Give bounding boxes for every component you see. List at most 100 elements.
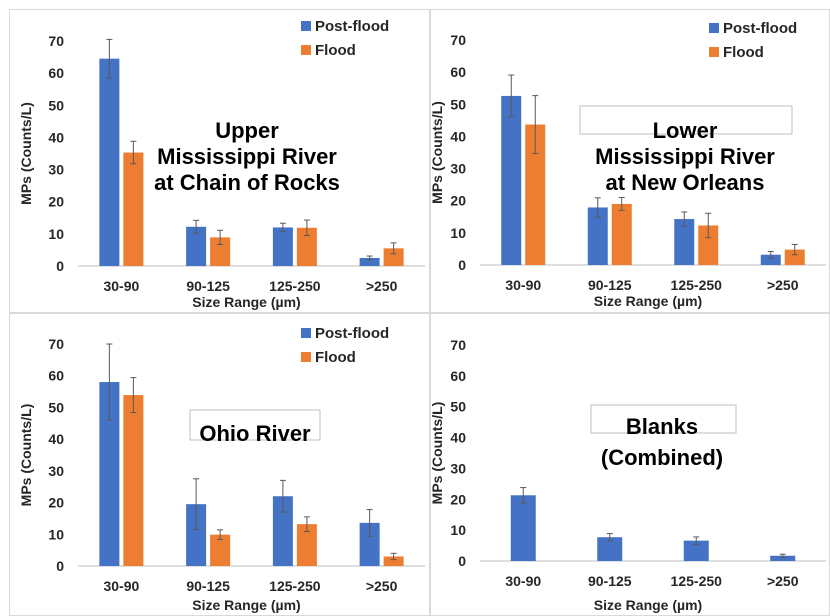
y-tick-label: 50 (48, 97, 64, 113)
bar-flood (383, 248, 404, 266)
chart-title-line: Upper (215, 118, 279, 143)
legend-swatch (301, 352, 311, 362)
x-tick-label: 90-125 (588, 277, 632, 293)
bar-flood (611, 203, 632, 265)
bar-post-flood (99, 58, 120, 266)
y-tick-label: 30 (48, 463, 64, 479)
y-tick-label: 20 (450, 193, 466, 209)
chart-title-line: Ohio River (199, 421, 311, 446)
bar-flood (784, 249, 805, 265)
chart-title-line: Blanks (626, 414, 698, 439)
bar-post-flood (186, 226, 207, 266)
y-tick-label: 20 (48, 495, 64, 511)
bar-flood (123, 152, 144, 266)
y-tick-label: 70 (48, 33, 64, 49)
legend-swatch (301, 45, 311, 55)
x-tick-label: >250 (767, 277, 799, 293)
y-tick-label: 50 (450, 96, 466, 112)
title-box (590, 404, 737, 434)
legend-label: Post-flood (723, 20, 797, 37)
x-tick-label: 30-90 (505, 277, 541, 293)
y-tick-label: 40 (450, 430, 466, 446)
legend-label: Post-flood (315, 325, 389, 342)
y-tick-label: 30 (450, 161, 466, 177)
x-tick-label: 30-90 (103, 278, 139, 294)
y-tick-label: 10 (450, 522, 466, 538)
y-axis-title: MPs (Counts/L) (429, 402, 445, 505)
bar-post-flood (359, 257, 380, 266)
bar-post-flood (587, 207, 608, 265)
legend-swatch (709, 47, 719, 57)
y-tick-label: 70 (48, 336, 64, 352)
title-box (189, 409, 321, 441)
title-box (579, 105, 793, 135)
y-tick-label: 40 (48, 431, 64, 447)
y-tick-label: 30 (48, 162, 64, 178)
bar-post-flood (510, 495, 536, 561)
x-axis-title: Size Range (µm) (192, 294, 300, 310)
chart-title-line: at New Orleans (606, 170, 765, 195)
bar-flood (525, 124, 546, 266)
chart-svg-blanks: 0 10 20 30 40 50 60 70 30-90 90-125 125-250 >250 Siz… (429, 337, 826, 613)
bar-flood (698, 225, 719, 265)
chart-title-line: at Chain of Rocks (154, 170, 340, 195)
bar-post-flood (272, 496, 293, 566)
y-tick-label: 30 (450, 460, 466, 476)
legend-label: Flood (723, 44, 764, 61)
bar-post-flood (359, 522, 380, 566)
y-tick-label: 20 (48, 194, 64, 210)
legend-label: Flood (315, 349, 356, 366)
x-tick-label: >250 (366, 278, 398, 294)
y-tick-label: 60 (48, 65, 64, 81)
y-tick-label: 60 (450, 64, 466, 80)
bar-post-flood (770, 555, 796, 561)
chart-panel-upper-mississippi: 0 10 20 30 40 50 60 70 30-90 90-125 125-250 >250 Siz… (9, 9, 430, 313)
bar-post-flood (272, 227, 293, 266)
chart-svg-lower-mississippi: 0 10 20 30 40 50 60 70 30-90 90-125 125-250 >250 Siz… (429, 20, 826, 309)
chart-svg-ohio-river: 0 10 20 30 40 50 60 70 30-90 90-125 125-250 >250 Siz… (18, 325, 425, 613)
chart-title-line: Mississippi River (157, 144, 337, 169)
y-tick-label: 10 (48, 226, 64, 242)
x-tick-label: 125-250 (269, 278, 321, 294)
bar-post-flood (674, 219, 695, 265)
bar-flood (383, 556, 404, 566)
chart-title-line: Lower (653, 118, 718, 143)
x-tick-label: 30-90 (505, 573, 541, 589)
y-tick-label: 20 (450, 491, 466, 507)
y-axis-title: MPs (Counts/L) (429, 101, 445, 204)
chart-svg-upper-mississippi: 0 10 20 30 40 50 60 70 30-90 90-125 125-250 >250 Siz… (18, 18, 425, 310)
x-tick-label: 125-250 (671, 573, 723, 589)
x-tick-label: 125-250 (269, 578, 321, 594)
x-tick-label: 125-250 (671, 277, 723, 293)
y-tick-label: 50 (450, 399, 466, 415)
chart-title-line: (Combined) (601, 445, 723, 470)
y-tick-label: 70 (450, 32, 466, 48)
bar-flood (210, 534, 231, 566)
bar-post-flood (683, 540, 709, 561)
x-tick-label: 90-125 (186, 278, 230, 294)
legend-swatch (301, 21, 311, 31)
bar-flood (123, 395, 144, 566)
y-tick-label: 0 (458, 553, 466, 569)
x-axis-title: Size Range (µm) (594, 293, 702, 309)
y-tick-label: 0 (56, 258, 64, 274)
bar-flood (296, 227, 317, 266)
x-axis-title: Size Range (µm) (594, 597, 702, 613)
y-tick-label: 70 (450, 337, 466, 353)
chart-panel-ohio-river: 0 10 20 30 40 50 60 70 30-90 90-125 125-250 >250 Siz… (9, 313, 430, 616)
y-tick-label: 40 (48, 129, 64, 145)
legend-label: Post-flood (315, 18, 389, 35)
y-tick-label: 10 (48, 526, 64, 542)
y-tick-label: 60 (48, 368, 64, 384)
x-axis-title: Size Range (µm) (192, 597, 300, 613)
bar-post-flood (186, 504, 207, 566)
bar-post-flood (597, 537, 623, 561)
y-axis-title: MPs (Counts/L) (18, 102, 34, 205)
y-tick-label: 50 (48, 399, 64, 415)
bar-flood (296, 524, 317, 566)
y-tick-label: 60 (450, 368, 466, 384)
chart-panel-blanks: 0 10 20 30 40 50 60 70 30-90 90-125 125-250 >250 Siz… (429, 313, 830, 616)
chart-title-line: Mississippi River (595, 144, 775, 169)
bar-flood (210, 237, 231, 266)
x-tick-label: 90-125 (186, 578, 230, 594)
